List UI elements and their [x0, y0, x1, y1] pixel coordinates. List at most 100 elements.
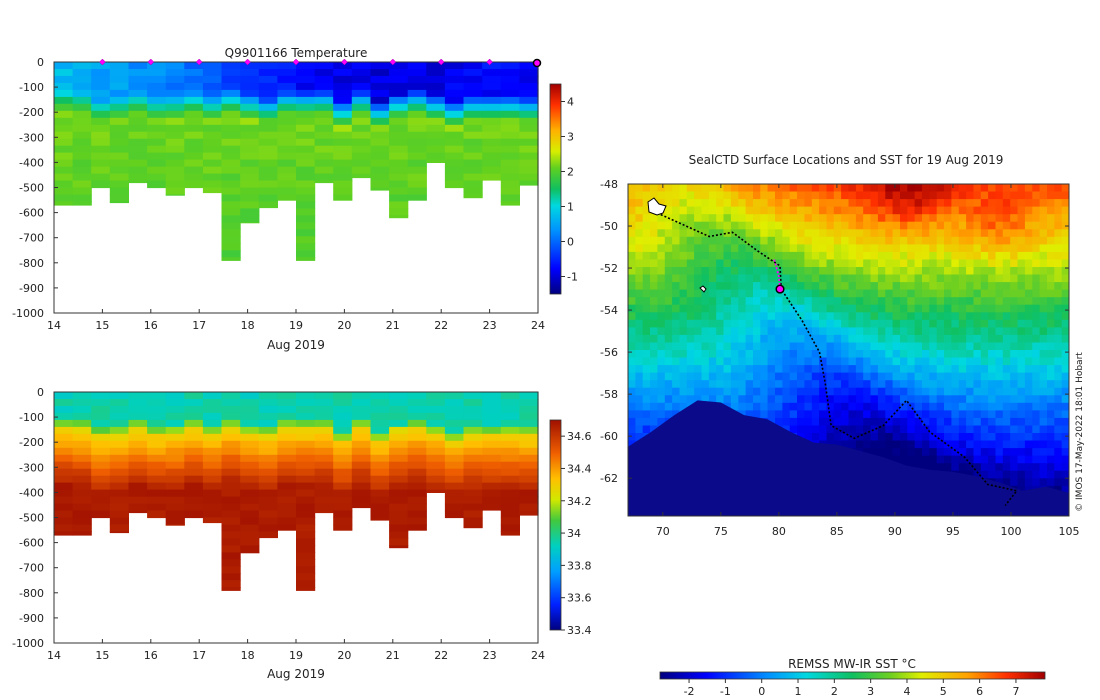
sst-cell [1017, 485, 1026, 494]
sst-cell [848, 312, 857, 321]
sst-cell [936, 221, 945, 230]
section-cell [221, 194, 241, 203]
section-cell [296, 419, 316, 428]
section-cell [165, 62, 185, 70]
sst-cell [753, 297, 761, 306]
section-cell [314, 426, 334, 435]
sst-cell [826, 191, 835, 200]
sst-cell [628, 206, 636, 215]
section-cell [72, 461, 92, 470]
section-cell [296, 152, 316, 161]
sst-cell [877, 236, 886, 245]
sst-cell [907, 440, 916, 449]
sst-cell [944, 184, 952, 192]
sst-cell [848, 184, 857, 192]
sst-cell [811, 221, 820, 230]
sst-cell [907, 319, 916, 328]
sst-cell [1039, 448, 1048, 457]
y-tick-label: -1000 [12, 307, 44, 320]
sst-cell [855, 395, 864, 404]
sst-cell [672, 327, 680, 336]
sst-cell [708, 319, 717, 328]
sst-cell [738, 259, 747, 268]
sst-cell [1024, 410, 1033, 419]
sst-cell [855, 312, 864, 321]
sst-cell [1002, 236, 1011, 245]
section-cell [109, 152, 129, 161]
sst-cell [877, 304, 886, 313]
section-cell [221, 461, 241, 470]
sst-cell [775, 274, 783, 283]
sst-cell [855, 417, 864, 426]
sst-cell [1024, 206, 1033, 215]
section-cell [370, 433, 390, 442]
sst-cell [1061, 417, 1069, 426]
sst-cell [892, 327, 901, 336]
section-cell [72, 412, 92, 421]
sst-cell [723, 387, 732, 396]
section-cell [240, 517, 260, 526]
sst-cell [1061, 433, 1069, 441]
sst-cell [738, 387, 747, 396]
section-cell [463, 138, 483, 147]
sst-cell [745, 350, 754, 358]
sst-cell [907, 251, 916, 260]
sst-cell [885, 448, 894, 457]
sst-cell [826, 357, 835, 366]
sst-cell [1032, 365, 1041, 374]
sst-cell [782, 251, 791, 260]
sst-cell [819, 380, 827, 389]
section-cell [221, 257, 241, 261]
section-cell [314, 447, 334, 456]
section-cell [333, 447, 353, 456]
section-cell [444, 138, 465, 147]
section-cell [407, 419, 427, 428]
sst-cell [657, 312, 666, 321]
sst-cell [988, 334, 996, 343]
sst-cell [980, 455, 989, 464]
sst-cell [922, 282, 930, 291]
section-cell [482, 447, 502, 456]
sst-cell [686, 282, 695, 291]
sst-cell [664, 410, 673, 419]
section-cell [463, 124, 483, 133]
section-cell [54, 110, 74, 119]
section-cell [165, 399, 185, 407]
section-cell [333, 412, 353, 421]
sst-cell [775, 289, 783, 298]
colorbar-tick-label: 3 [567, 131, 574, 144]
sst-cell [907, 244, 916, 253]
sst-cell [1032, 221, 1041, 230]
sst-cell [966, 251, 974, 260]
section-cell [184, 399, 204, 407]
sst-cell [1032, 410, 1041, 419]
section-cell [54, 510, 74, 519]
sst-cell [929, 433, 938, 441]
section-cell [333, 399, 353, 407]
sst-cell [753, 251, 761, 260]
section-cell [314, 96, 334, 105]
section-cell [426, 433, 446, 442]
sst-cell [929, 425, 938, 434]
sst-cell [848, 334, 857, 343]
sst-cell [980, 448, 989, 457]
section-cell [54, 405, 74, 414]
sst-cell [701, 244, 710, 253]
sst-cell [966, 304, 974, 313]
sst-cell [723, 342, 732, 351]
section-cell [519, 405, 539, 414]
sst-cell [863, 297, 871, 306]
section-cell [500, 461, 520, 470]
sst-cell [1002, 448, 1011, 457]
sst-cell [804, 214, 813, 223]
section-cell [407, 69, 427, 77]
sst-cell [664, 357, 673, 366]
sst-cell [819, 387, 827, 396]
section-cell [258, 75, 278, 84]
sst-cell [686, 365, 695, 374]
sst-cell [1039, 251, 1048, 260]
sst-cell [797, 410, 805, 419]
sst-cell [995, 417, 1004, 426]
section-cell [482, 489, 502, 498]
sst-cell [1010, 463, 1018, 472]
